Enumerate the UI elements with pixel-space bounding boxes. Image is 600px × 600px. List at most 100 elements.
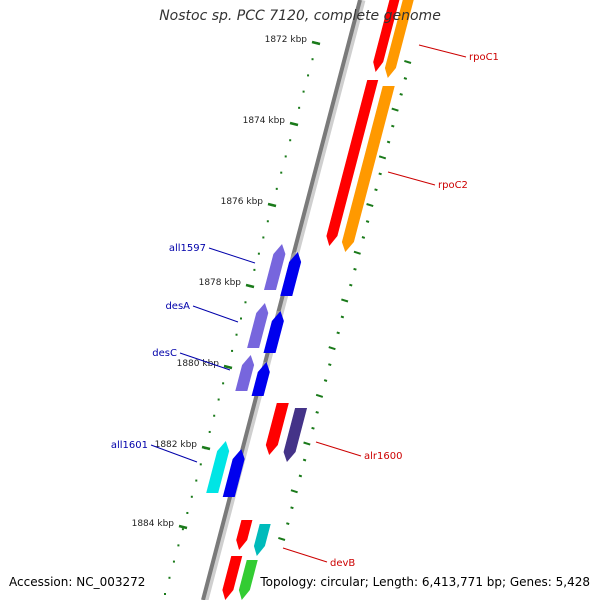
scale-tick	[323, 379, 328, 382]
accession-text: Accession: NC_003272	[9, 575, 146, 589]
gene-rpoC1-red-arrow[interactable]	[373, 0, 400, 72]
gene-label-devB[interactable]: devB	[330, 558, 355, 569]
genome-summary-text: Topology: circular; Length: 6,413,771 bp…	[260, 575, 590, 589]
scale-tick	[378, 155, 387, 160]
gene-all1597-purple[interactable]	[263, 244, 286, 290]
gene-desC-purple-highlight	[238, 355, 251, 365]
scale-dot	[257, 252, 260, 255]
scale-tick-label: 1880 kbp	[177, 359, 220, 369]
gene-desA-blue[interactable]	[263, 311, 284, 353]
gene-rpoC1-red-highlight	[370, 0, 390, 62]
gene-all1601-cyan[interactable]	[206, 441, 230, 493]
gene-labels: rpoC1 rpoC2 all1597 desA desC alr1600 all1601 d…	[111, 44, 499, 569]
scale-dot	[235, 333, 238, 336]
gene-all1597-blue-arrow[interactable]	[280, 252, 302, 296]
gene-label-desC[interactable]: desC	[152, 348, 177, 359]
gene-alr1600-red-highlight	[262, 403, 277, 445]
gene-rpoC1-red[interactable]	[370, 0, 400, 72]
scale-tick	[315, 393, 324, 398]
gene-desA-purple[interactable]	[247, 303, 269, 348]
scale-dot	[186, 511, 189, 514]
gene-devB-red[interactable]	[233, 520, 253, 550]
gene-bottom-red-arrow[interactable]	[222, 556, 243, 600]
gene-alr1600-indigo[interactable]	[280, 408, 308, 462]
gene-alr1600-red[interactable]	[262, 403, 289, 455]
scale-tick-label: 1878 kbp	[199, 278, 242, 288]
gene-rpoC2-red[interactable]	[323, 80, 379, 246]
scale-tick-label: 1882 kbp	[155, 440, 198, 450]
gene-label-all1601[interactable]: all1601	[111, 440, 148, 451]
gene-desC-purple-arrow[interactable]	[235, 355, 255, 391]
gene-rpoC2-orange[interactable]	[338, 86, 395, 252]
gene-bottom-green-arrow[interactable]	[238, 560, 258, 600]
scale-tick	[290, 489, 298, 494]
gene-all1601-blue-arrow[interactable]	[222, 449, 245, 497]
scale-tick	[361, 236, 366, 239]
gene-desC-blue[interactable]	[251, 362, 270, 396]
scale-tick	[340, 315, 345, 319]
scale-dot	[213, 414, 216, 417]
gene-bottom-red-highlight	[219, 556, 232, 590]
gene-all1597-purple-arrow[interactable]	[263, 244, 286, 290]
gene-all1601-blue[interactable]	[222, 449, 245, 497]
gene-desA-purple-arrow[interactable]	[247, 303, 269, 348]
scale-tick	[365, 220, 370, 223]
gene-label-all1597[interactable]: all1597	[169, 243, 206, 254]
gene-devB-teal[interactable]	[250, 524, 271, 556]
gene-rpoC1-orange[interactable]	[381, 0, 414, 78]
scale-dot	[217, 398, 220, 401]
scale-tick-label: 1872 kbp	[265, 35, 308, 45]
scale-tick	[302, 458, 307, 462]
scale-dot	[262, 236, 265, 239]
gene-devB-red-arrow[interactable]	[236, 520, 253, 550]
scale-dot	[311, 58, 314, 61]
gene-label-desA[interactable]: desA	[165, 301, 190, 312]
gene-rpoC2-orange-arrow[interactable]	[341, 86, 395, 252]
gene-devB-teal-arrow[interactable]	[253, 524, 271, 556]
scale-dot	[289, 139, 292, 142]
scale-dot	[168, 576, 171, 579]
scale-dot	[280, 171, 283, 174]
scale-tick	[378, 172, 382, 176]
gene-desA-blue-highlight	[268, 311, 281, 321]
scale-dot	[266, 220, 269, 223]
gene-all1597-purple-highlight	[270, 244, 283, 254]
gene-devB-red-highlight	[233, 520, 242, 540]
gene-rpoC2-red-arrow[interactable]	[326, 80, 379, 246]
gene-label-rpoC2[interactable]: rpoC2	[438, 180, 468, 191]
gene-all1601-cyan-highlight	[213, 441, 226, 451]
gene-label-alr1600[interactable]: alr1600	[364, 451, 402, 462]
gene-alr1600-indigo-highlight	[280, 408, 296, 452]
label-leader-line	[150, 444, 198, 463]
gene-bottom-red[interactable]	[219, 556, 243, 600]
label-leader-line	[192, 305, 239, 323]
gene-desC-purple[interactable]	[235, 355, 255, 391]
gene-bottom-green-highlight	[235, 560, 247, 590]
scale-tick	[374, 188, 378, 192]
gene-bottom-green[interactable]	[235, 560, 258, 600]
scale-major-tick	[267, 202, 277, 208]
gene-all1601-cyan-arrow[interactable]	[206, 441, 230, 493]
scale-dot	[275, 187, 278, 190]
scale-tick	[336, 331, 340, 335]
gene-desC-blue-arrow[interactable]	[251, 362, 270, 396]
scale-tick	[353, 267, 357, 271]
gene-rpoC1-orange-arrow[interactable]	[384, 0, 414, 78]
scale-tick	[315, 410, 319, 414]
gene-desA-purple-highlight	[252, 303, 265, 313]
scale-dot	[164, 593, 166, 595]
gene-all1597-blue[interactable]	[280, 252, 302, 296]
gene-alr1600-red-arrow[interactable]	[265, 403, 289, 455]
scale-dot	[222, 382, 225, 385]
scale-dot	[244, 301, 247, 304]
scale-tick	[391, 107, 399, 112]
scale-tick-label: 1884 kbp	[132, 519, 175, 529]
gene-label-rpoC1[interactable]: rpoC1	[469, 52, 499, 63]
gene-alr1600-indigo-arrow[interactable]	[283, 408, 308, 462]
scale-tick	[399, 92, 403, 96]
scale-tick	[298, 474, 303, 478]
scale-tick	[328, 363, 332, 367]
scale-dot	[284, 155, 287, 158]
gene-desA-blue-arrow[interactable]	[263, 311, 284, 353]
